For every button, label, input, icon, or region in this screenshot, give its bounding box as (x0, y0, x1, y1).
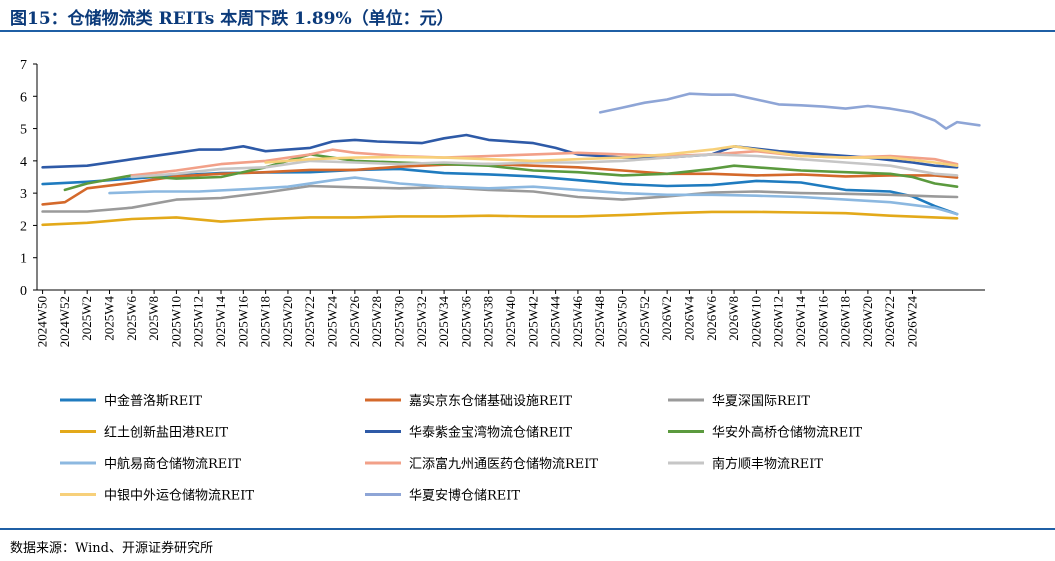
x-tick-label: 2025W14 (213, 296, 228, 348)
x-tick-label: 2026W24 (905, 296, 920, 348)
x-tick-label: 2025W38 (481, 296, 496, 347)
legend-label-6: 华安外高桥仓储物流REIT (712, 425, 862, 441)
line-chart: 0 1 2 3 4 5 6 7 2024W50 2024W52 2025W2 2025W4 2025W6… (20, 58, 985, 504)
x-tick-label: 2026W4 (681, 296, 696, 341)
x-tick-label: 2025W22 (302, 296, 317, 347)
x-tick-label: 2026W12 (771, 296, 786, 347)
x-tick-label: 2024W50 (35, 296, 50, 347)
x-tick-label: 2025W16 (235, 296, 250, 348)
series-line-11 (598, 92, 981, 130)
series-line-3 (41, 184, 959, 213)
legend-label-7: 中航易商仓储物流REIT (104, 456, 241, 472)
x-tick-label: 2026W10 (748, 296, 763, 347)
x-tick-label: 2025W30 (391, 296, 406, 347)
y-tick-label: 0 (20, 284, 27, 299)
legend-label-5: 华泰紫金宝湾物流仓储REIT (409, 425, 572, 441)
title-rule (0, 30, 1055, 32)
chart-series-group (41, 92, 981, 227)
x-tick-label: 2025W32 (414, 296, 429, 347)
series-line-9 (130, 153, 959, 179)
series-line-4 (41, 210, 959, 227)
x-tick-label: 2026W20 (860, 296, 875, 347)
x-tick-label: 2025W4 (101, 296, 116, 341)
x-tick-label: 2025W50 (615, 296, 630, 347)
x-tick-label: 2025W26 (347, 296, 362, 348)
series-line-10 (264, 145, 959, 167)
y-tick-label: 3 (20, 187, 27, 202)
x-tick-label: 2025W2 (79, 296, 94, 341)
x-tick-label: 2025W46 (570, 296, 585, 348)
x-tick-label: 2024W52 (57, 296, 72, 347)
legend-label-11: 华夏安博仓储REIT (409, 489, 520, 504)
legend-label-10: 中银中外运仓储物流REIT (104, 489, 254, 504)
legend-label-4: 红土创新盐田港REIT (104, 425, 228, 441)
legend-label-9: 南方顺丰物流REIT (712, 456, 823, 472)
chart-title: 图15：仓储物流类 REITs 本周下跌 1.89%（单位：元） (10, 9, 454, 29)
x-tick-label: 2025W36 (458, 296, 473, 348)
y-tick-label: 5 (20, 123, 27, 138)
legend-label-3: 华夏深国际REIT (712, 394, 810, 409)
chart-legend: 中金普洛斯REIT 嘉实京东仓储基础设施REIT 华夏深国际REIT 红土创新盐田港R… (60, 393, 862, 504)
data-source: 数据来源：Wind、开源证券研究所 (10, 541, 213, 556)
x-tick-label: 2025W34 (436, 296, 451, 348)
x-tick-label: 2025W12 (191, 296, 206, 347)
x-tick-label: 2025W40 (503, 296, 518, 347)
x-tick-label: 2026W6 (704, 296, 719, 341)
legend-label-2: 嘉实京东仓储基础设施REIT (409, 394, 572, 409)
x-tick-label: 2025W6 (124, 296, 139, 341)
x-tick-label: 2025W42 (525, 296, 540, 347)
y-tick-label: 6 (20, 90, 27, 105)
x-tick-label: 2026W22 (882, 296, 897, 347)
x-tick-label: 2026W8 (726, 296, 741, 341)
series-line-6 (63, 153, 959, 192)
x-tick-label: 2025W10 (168, 296, 183, 347)
x-tick-label: 2025W48 (592, 296, 607, 347)
x-tick-label: 2026W14 (793, 296, 808, 348)
legend-label-8: 汇添富九州通医药仓储物流REIT (409, 456, 598, 472)
y-tick-label: 2 (20, 219, 27, 234)
chart-axes: 0 1 2 3 4 5 6 7 2024W50 2024W52 2025W2 2025W4 2025W6… (20, 58, 985, 347)
source-rule (0, 528, 1055, 530)
y-tick-label: 4 (20, 155, 27, 170)
y-tick-label: 7 (20, 58, 27, 73)
series-line-5 (41, 133, 959, 169)
x-tick-label: 2025W28 (369, 296, 384, 347)
x-tick-label: 2025W24 (325, 296, 340, 348)
x-tick-label: 2025W8 (146, 296, 161, 341)
y-tick-label: 1 (20, 252, 27, 267)
x-tick-label: 2025W44 (548, 296, 563, 348)
series-line-7 (108, 176, 959, 216)
x-tick-label: 2026W18 (838, 296, 853, 347)
x-tick-label: 2025W20 (280, 296, 295, 347)
x-tick-label: 2025W52 (637, 296, 652, 347)
x-tick-label: 2025W18 (258, 296, 273, 347)
x-tick-label: 2026W2 (659, 296, 674, 341)
legend-label-1: 中金普洛斯REIT (104, 393, 202, 409)
x-tick-label: 2026W16 (815, 296, 830, 348)
